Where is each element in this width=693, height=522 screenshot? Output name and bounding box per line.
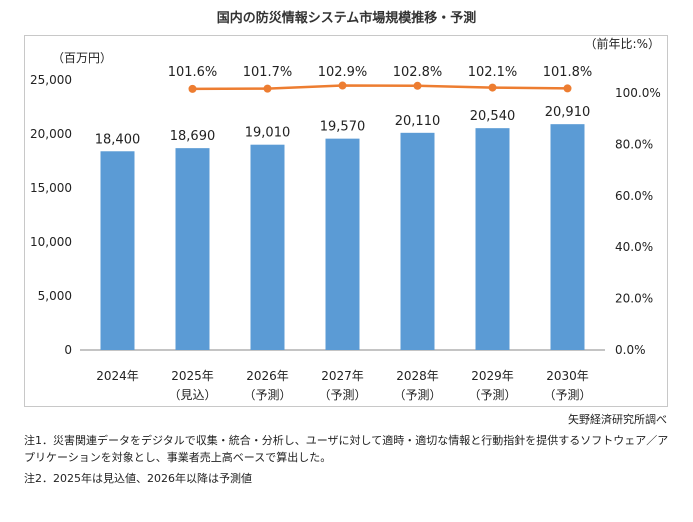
chart-title: 国内の防災情報システム市場規模推移・予測	[216, 11, 477, 26]
y-left-unit: （百万円）	[52, 51, 112, 65]
source-credit: 矢野経済研究所調べ	[568, 413, 667, 426]
y-right-tick-label: 80.0%	[615, 137, 653, 151]
bar-data-label: 18,400	[95, 132, 141, 147]
axes: 0 5,000 10,000 15,000 20,000 25,000 0.0% 20.0% 4…	[30, 73, 661, 402]
yoy-point	[338, 81, 347, 90]
yoy-point	[488, 83, 497, 92]
x-tick-sublabel: （予測）	[243, 388, 291, 402]
bar	[250, 144, 285, 350]
x-tick-label: 2029年	[471, 369, 514, 383]
y-right-tick-label: 40.0%	[615, 240, 653, 254]
bar	[475, 128, 510, 350]
x-tick-sublabel: （見込）	[168, 388, 216, 402]
x-tick-sublabel: （予測）	[468, 388, 516, 402]
bar-data-label: 19,570	[320, 120, 366, 135]
y-left-tick-label: 10,000	[30, 235, 72, 249]
bar-data-label: 20,910	[545, 105, 591, 120]
bar	[400, 132, 435, 350]
yoy-point	[188, 84, 197, 93]
note-2: 注2．2025年は見込値、2026年以降は予測値	[24, 472, 252, 485]
y-left-tick-label: 0	[64, 343, 72, 357]
bar-data-label: 18,690	[170, 129, 216, 144]
x-tick-label: 2025年	[171, 369, 214, 383]
y-left-tick-label: 5,000	[38, 289, 72, 303]
x-tick-label: 2027年	[321, 369, 364, 383]
bar	[550, 124, 585, 350]
yoy-point	[563, 84, 572, 93]
chart-frame	[24, 35, 668, 407]
yoy-point	[263, 84, 272, 93]
yoy-data-label: 102.8%	[393, 65, 443, 80]
yoy-data-label: 101.6%	[168, 65, 218, 80]
bar-series: 18,400 18,690 19,010 19,570 20,110 20,540 20,9…	[95, 105, 591, 350]
bar-data-label: 20,540	[470, 109, 516, 124]
note-1: 注1．災害関連データをデジタルで収集・統合・分析し、ユーザに対して適時・適切な情…	[24, 434, 669, 464]
x-tick-sublabel: （予測）	[393, 388, 441, 402]
y-left-tick-label: 25,000	[30, 73, 72, 87]
y-left-tick-label: 20,000	[30, 127, 72, 141]
bar	[100, 151, 135, 350]
x-tick-sublabel: （予測）	[318, 388, 366, 402]
x-tick-sublabel: （予測）	[543, 388, 591, 402]
yoy-data-label: 102.1%	[468, 65, 518, 80]
yoy-data-label: 101.7%	[243, 65, 293, 80]
yoy-data-label: 102.9%	[318, 65, 368, 80]
x-tick-label: 2026年	[246, 369, 289, 383]
bar	[325, 138, 360, 350]
bar-data-label: 20,110	[395, 114, 441, 129]
yoy-data-label: 101.8%	[543, 65, 593, 80]
y-right-tick-label: 20.0%	[615, 292, 653, 306]
y-right-unit: （前年比:%）	[585, 36, 660, 51]
y-left-tick-label: 15,000	[30, 181, 72, 195]
x-tick-label: 2028年	[396, 369, 439, 383]
yoy-line	[192, 84, 568, 91]
y-right-tick-label: 100.0%	[615, 86, 661, 100]
y-right-tick-label: 0.0%	[615, 343, 646, 357]
line-series: 101.6% 101.7% 102.9% 102.8% 102.1% 101.8%	[168, 65, 593, 93]
bar-data-label: 19,010	[245, 126, 291, 141]
yoy-point	[413, 81, 422, 90]
x-tick-label: 2030年	[546, 369, 589, 383]
y-right-tick-label: 60.0%	[615, 189, 653, 203]
x-tick-label: 2024年	[96, 369, 139, 383]
bar	[175, 148, 210, 350]
